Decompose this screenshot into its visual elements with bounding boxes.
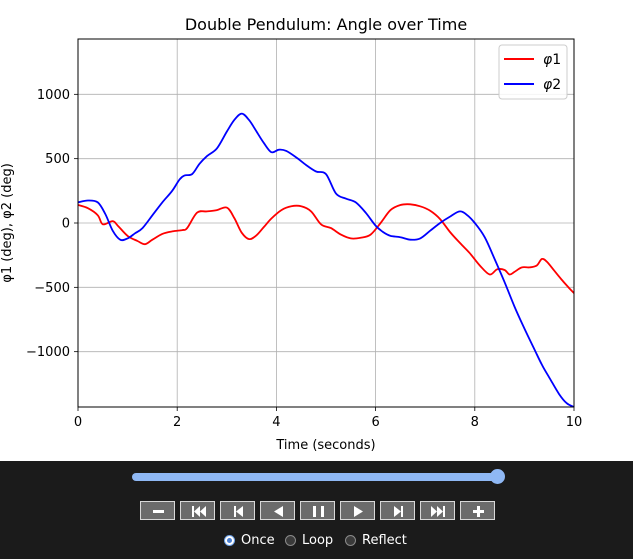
x-tick-label: 0 xyxy=(74,415,82,430)
grid xyxy=(77,39,575,407)
series-layer xyxy=(78,112,574,407)
x-tick-label: 10 xyxy=(566,415,583,430)
pause-icon xyxy=(313,506,324,517)
legend-label-phi2: φ2 xyxy=(543,77,561,93)
y-tick-label: 500 xyxy=(45,152,70,167)
frame-slider-track[interactable] xyxy=(132,473,498,481)
first-frame-button[interactable] xyxy=(180,501,215,520)
play-reverse-button[interactable] xyxy=(260,501,295,520)
x-tick-label: 8 xyxy=(471,415,479,430)
series-line-phi1 xyxy=(78,203,574,294)
legend: φ1 φ2 xyxy=(498,44,568,100)
step-forward-button[interactable] xyxy=(380,501,415,520)
plus-icon xyxy=(473,506,484,517)
y-tick-label: −500 xyxy=(34,281,70,296)
series-line-phi2 xyxy=(78,112,574,407)
minus-icon xyxy=(153,510,164,513)
chart-title: Double Pendulum: Angle over Time xyxy=(185,15,467,34)
chart-figure: 0 2 4 6 8 10 −1000 −500 0 500 1000 Double Pendulum… xyxy=(0,15,583,453)
animation-controls: Once Loop Reflect xyxy=(0,461,633,559)
first-frame-icon xyxy=(192,506,206,517)
increase-speed-button[interactable] xyxy=(460,501,495,520)
play-reverse-icon xyxy=(274,506,283,517)
chart-svg: 0 2 4 6 8 10 −1000 −500 0 500 1000 Double Pendulum… xyxy=(0,15,583,453)
y-tick-label: 1000 xyxy=(37,88,70,103)
mode-reflect-label: Reflect xyxy=(362,533,407,548)
mode-loop-label: Loop xyxy=(302,533,334,548)
y-tick-label: −1000 xyxy=(26,345,70,360)
step-forward-icon xyxy=(394,506,403,517)
mode-once-radio[interactable] xyxy=(224,535,235,546)
step-back-button[interactable] xyxy=(220,501,255,520)
last-frame-icon xyxy=(431,506,445,517)
x-tick-label: 6 xyxy=(371,415,379,430)
last-frame-button[interactable] xyxy=(420,501,455,520)
mode-loop-radio[interactable] xyxy=(285,535,296,546)
y-axis-label: φ1 (deg), φ2 (deg) xyxy=(0,163,15,283)
ticks: 0 2 4 6 8 10 −1000 −500 0 500 1000 xyxy=(26,88,582,430)
mode-reflect-radio[interactable] xyxy=(345,535,356,546)
play-button[interactable] xyxy=(340,501,375,520)
x-axis-label: Time (seconds) xyxy=(275,438,375,453)
play-icon xyxy=(354,506,363,517)
mode-once-label: Once xyxy=(241,533,275,548)
legend-label-phi1: φ1 xyxy=(543,52,561,68)
pause-button[interactable] xyxy=(300,501,335,520)
step-back-icon xyxy=(234,506,243,517)
y-tick-label: 0 xyxy=(62,217,70,232)
decrease-speed-button[interactable] xyxy=(140,501,175,520)
x-tick-label: 4 xyxy=(272,415,280,430)
frame-slider-thumb[interactable] xyxy=(490,469,505,484)
x-tick-label: 2 xyxy=(173,415,181,430)
